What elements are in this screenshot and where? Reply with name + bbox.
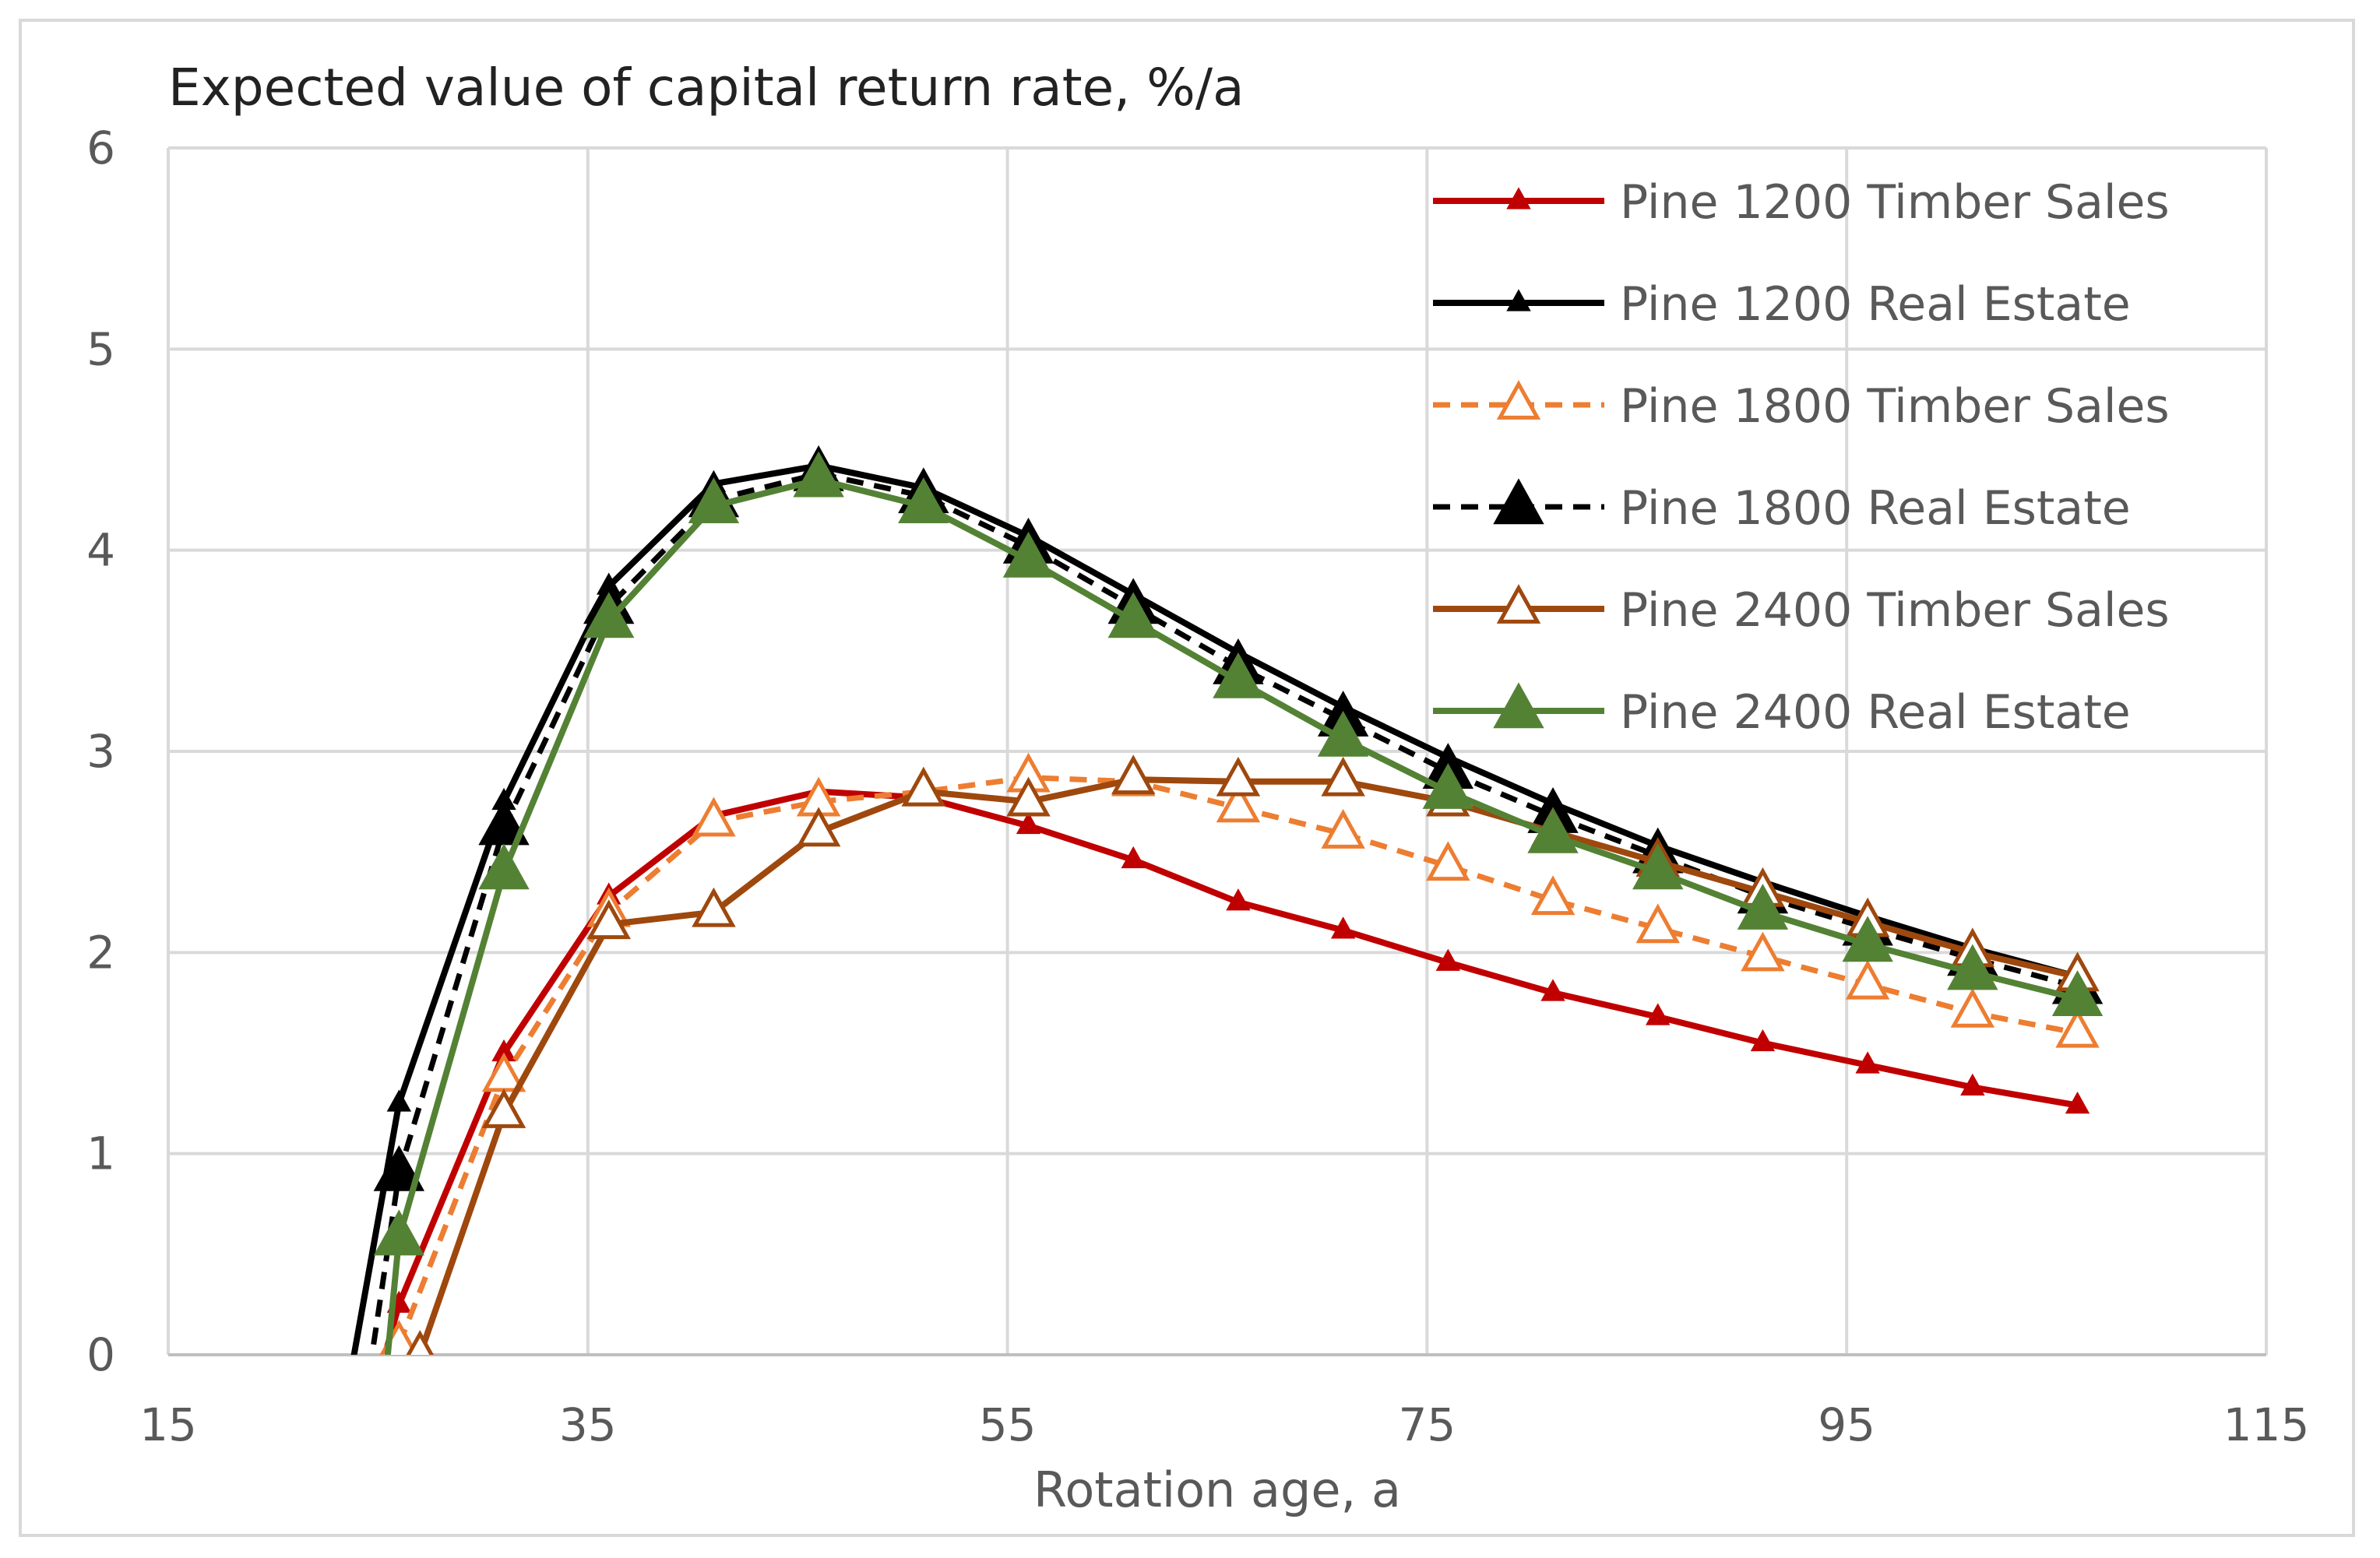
data-point xyxy=(1016,811,1041,835)
data-point xyxy=(1321,808,1365,849)
legend-marker xyxy=(1493,682,1544,729)
data-point xyxy=(1530,875,1576,916)
y-tick-label: 0 xyxy=(86,1328,115,1381)
legend-marker xyxy=(1496,380,1541,420)
legend-marker xyxy=(1506,187,1531,209)
y-tick-label: 2 xyxy=(86,926,115,979)
data-point xyxy=(796,807,841,847)
data-point xyxy=(583,592,635,638)
data-point xyxy=(373,1209,425,1256)
data-point xyxy=(1741,931,1785,972)
data-point xyxy=(1321,756,1365,797)
data-point xyxy=(1216,756,1261,797)
data-point xyxy=(478,843,530,890)
x-tick-label: 115 xyxy=(2223,1398,2310,1451)
legend-item: Pine 1200 Timber Sales xyxy=(1433,175,2170,230)
y-tick-label: 5 xyxy=(86,322,115,375)
legend-label: Pine 2400 Real Estate xyxy=(1620,685,2131,740)
legend-marker xyxy=(1493,478,1544,525)
data-point xyxy=(1947,944,1998,990)
data-point xyxy=(1540,979,1565,1001)
x-tick-label: 95 xyxy=(1818,1398,1875,1451)
series-line xyxy=(369,471,2079,1355)
data-point xyxy=(1317,710,1369,757)
data-point xyxy=(1646,1003,1671,1025)
data-point xyxy=(1107,592,1159,638)
data-point xyxy=(1426,841,1470,881)
legend-item: Pine 1200 Real Estate xyxy=(1433,277,2131,332)
data-point xyxy=(692,887,736,927)
legend-label: Pine 2400 Timber Sales xyxy=(1620,583,2170,638)
data-point xyxy=(1121,846,1146,869)
series-3 xyxy=(379,752,2100,1355)
data-point xyxy=(793,451,844,498)
data-point xyxy=(1006,776,1051,817)
chart-title: Expected value of capital return rate, %… xyxy=(168,58,1245,118)
data-point xyxy=(1635,903,1680,944)
data-point xyxy=(1855,1051,1880,1074)
data-point xyxy=(901,766,946,807)
legend-label: Pine 1800 Timber Sales xyxy=(1620,379,2170,434)
y-tick-label: 4 xyxy=(86,524,115,577)
legend-marker xyxy=(1506,289,1531,311)
series-line xyxy=(394,775,2079,1355)
x-tick-label: 15 xyxy=(139,1398,197,1451)
data-point xyxy=(1750,1029,1776,1052)
legend-item: Pine 1800 Timber Sales xyxy=(1433,379,2170,434)
grid xyxy=(167,146,2268,1356)
legend-label: Pine 1200 Real Estate xyxy=(1620,277,2131,332)
data-point xyxy=(1330,916,1356,939)
data-point xyxy=(2051,970,2104,1016)
data-point xyxy=(1226,888,1251,911)
data-point xyxy=(2055,1008,2100,1048)
data-point xyxy=(1960,1073,1985,1096)
x-tick-label: 75 xyxy=(1398,1398,1456,1451)
legend-marker xyxy=(1496,584,1541,624)
data-point xyxy=(386,1089,412,1112)
legend-item: Pine 2400 Timber Sales xyxy=(1433,583,2170,638)
legend-item: Pine 2400 Real Estate xyxy=(1433,682,2131,740)
y-tick-label: 3 xyxy=(86,725,115,778)
data-point xyxy=(1950,987,1995,1028)
data-point xyxy=(692,797,736,837)
data-point xyxy=(2065,1091,2090,1114)
data-point xyxy=(1216,783,1261,823)
x-tick-label: 35 xyxy=(559,1398,617,1451)
series-layer xyxy=(350,445,2104,1355)
data-point xyxy=(1422,763,1474,809)
data-point xyxy=(898,477,949,524)
y-tick-label: 6 xyxy=(86,121,115,174)
data-point xyxy=(481,1088,526,1128)
data-point xyxy=(373,1145,425,1191)
data-point xyxy=(1435,948,1461,971)
data-point xyxy=(1737,884,1789,930)
data-point xyxy=(1213,652,1264,698)
data-point xyxy=(1842,916,1893,962)
x-axis-label: Rotation age, a xyxy=(1033,1461,1401,1518)
series-6 xyxy=(373,451,2104,1355)
data-point xyxy=(1527,807,1579,853)
data-point xyxy=(1632,843,1684,890)
data-point xyxy=(1111,754,1156,795)
data-point xyxy=(586,899,631,940)
data-point xyxy=(1002,531,1054,578)
legend-item: Pine 1800 Real Estate xyxy=(1433,478,2131,536)
series-line xyxy=(417,776,2079,1355)
legend-label: Pine 1800 Real Estate xyxy=(1620,481,2131,536)
legend: Pine 1200 Timber Sales Pine 1200 Real Est… xyxy=(1433,175,2170,740)
y-tick-label: 1 xyxy=(86,1127,115,1180)
x-tick-label: 55 xyxy=(979,1398,1037,1451)
tick-labels: 15 35 55 75 95 115 0 1 2 3 4 5 6 xyxy=(86,121,2309,1451)
legend-label: Pine 1200 Timber Sales xyxy=(1620,175,2170,230)
data-point xyxy=(1845,959,1890,1000)
data-point xyxy=(688,477,740,524)
data-point xyxy=(406,1330,435,1355)
